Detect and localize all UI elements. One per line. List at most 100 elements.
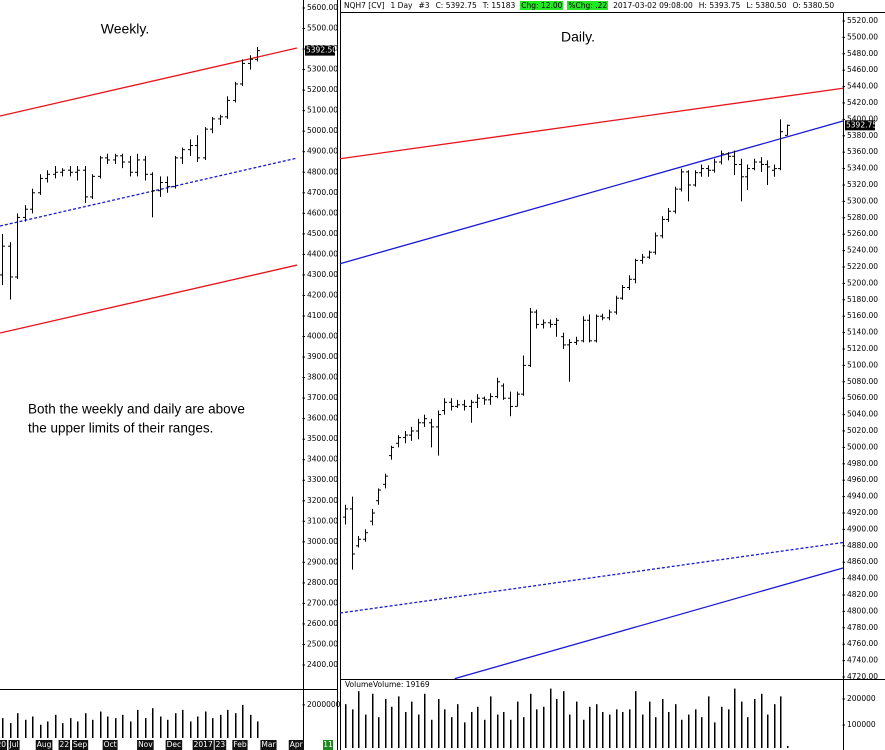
trend-line — [339, 87, 844, 160]
x-tick: 20 — [0, 740, 8, 750]
y-tick-label: 5100.00 — [307, 106, 338, 115]
y-tick-label: 5380.00 — [847, 131, 878, 140]
volume-bar — [235, 713, 237, 738]
volume-bar — [212, 718, 214, 738]
volume-bar — [602, 711, 604, 748]
x-tick-label: Feb — [233, 740, 247, 749]
ohlc-bar — [647, 250, 652, 259]
ohlc-bar — [370, 508, 375, 526]
volume-bar — [55, 714, 57, 738]
y-tick-label: 3400.00 — [307, 455, 338, 464]
volume-bar — [197, 716, 199, 738]
volume-bar — [681, 719, 683, 748]
x-tick: Apr — [288, 740, 304, 750]
ohlc-bar — [534, 309, 539, 329]
volume-pane: 100000 200000 Volume Volume: 19169 — [345, 680, 876, 748]
header-field: H: 5393.75 — [698, 1, 741, 10]
y-tick-label: 5500.00 — [847, 32, 878, 41]
y-tick-label: 4720.00 — [847, 672, 878, 681]
y-tick-label: 5120.00 — [847, 344, 878, 353]
volume-bar — [130, 721, 132, 738]
x-tick-label: Apr — [290, 740, 304, 749]
ohlc-bar — [0, 233, 5, 286]
y-tick-label: 4300.00 — [307, 270, 338, 279]
trend-line — [339, 120, 844, 265]
volume-bar — [484, 719, 486, 748]
volume-bar — [190, 721, 192, 738]
volume-bar — [714, 722, 716, 748]
y-tick-label: 5440.00 — [847, 82, 878, 91]
ohlc-bar — [8, 242, 13, 300]
y-tick-label: 5200.00 — [307, 85, 338, 94]
volume-bar — [649, 701, 651, 748]
ohlc-bar — [150, 172, 155, 218]
y-tick-label: 5480.00 — [847, 49, 878, 58]
ohlc-bar — [765, 160, 770, 185]
ohlc-bar — [620, 285, 625, 300]
trend-line — [0, 264, 298, 334]
header-field: NQH7 [CV] — [344, 1, 385, 10]
volume-bar — [510, 719, 512, 748]
ohlc-bar — [416, 418, 421, 440]
last-price-box — [845, 120, 875, 131]
volume-bar — [345, 704, 347, 748]
ohlc-bar — [475, 394, 480, 409]
ohlc-bar — [778, 119, 783, 171]
volume-bar — [17, 713, 19, 738]
x-tick-label: Dec — [167, 740, 182, 749]
price-pane: 4720.00 4740.00 4760.00 4780.00 4800.00 4820.… — [339, 16, 878, 681]
trend-line — [454, 567, 844, 680]
volume-bar — [675, 704, 677, 748]
volume-bar — [464, 722, 466, 748]
ohlc-bar — [98, 155, 103, 179]
ohlc-bar — [712, 158, 717, 173]
y-tick-label: 4700.00 — [307, 188, 338, 197]
ohlc-bar — [548, 319, 553, 328]
volume-tick-label: 2000000 — [307, 700, 341, 709]
y-tick-label: 4800.00 — [307, 167, 338, 176]
ohlc-bar — [68, 166, 73, 177]
volume-bar — [220, 714, 222, 738]
y-tick-label: 4780.00 — [847, 623, 878, 632]
ohlc-bar — [666, 207, 671, 222]
ohlc-bar — [165, 176, 170, 193]
x-tick: Oct — [102, 740, 118, 750]
y-tick-label: 4920.00 — [847, 508, 878, 517]
volume-bar — [734, 688, 736, 748]
ohlc-bar — [594, 314, 599, 343]
x-tick-box — [8, 740, 20, 750]
x-tick: 23 — [214, 740, 227, 750]
volume-bar — [695, 709, 697, 748]
x-tick-label: Jul — [9, 740, 19, 749]
y-tick-label: 5600.00 — [307, 3, 338, 12]
volume-bar — [655, 717, 657, 748]
x-tick: Dec — [165, 740, 183, 750]
volume-bar — [62, 723, 64, 738]
y-tick-label: 5420.00 — [847, 98, 878, 107]
ohlc-bar — [173, 155, 178, 189]
ohlc-bar — [442, 398, 447, 415]
ohlc-bar — [739, 158, 744, 202]
ohlc-bar — [383, 473, 388, 489]
ohlc-bar — [53, 166, 58, 179]
y-tick-label: 5100.00 — [847, 360, 878, 369]
ohlc-bar — [248, 55, 253, 70]
volume-bar — [497, 714, 499, 748]
y-tick-label: 5240.00 — [847, 246, 878, 255]
y-tick-label: 3800.00 — [307, 373, 338, 382]
y-tick-label: 5280.00 — [847, 213, 878, 222]
y-tick-label: 5020.00 — [847, 426, 878, 435]
volume-bar — [708, 696, 710, 748]
volume-bar — [257, 721, 259, 738]
x-tick-box — [165, 740, 183, 750]
ohlc-bar — [462, 399, 467, 411]
y-tick-label: 5220.00 — [847, 262, 878, 271]
y-tick-label: 3700.00 — [307, 393, 338, 402]
ohlc-bar — [653, 232, 658, 255]
volume-bar — [145, 718, 147, 738]
y-tick-label: 5080.00 — [847, 377, 878, 386]
volume-bar — [635, 691, 637, 748]
volume-bar — [787, 746, 789, 748]
y-tick-label: 5300.00 — [847, 196, 878, 205]
y-tick-label: 5320.00 — [847, 180, 878, 189]
